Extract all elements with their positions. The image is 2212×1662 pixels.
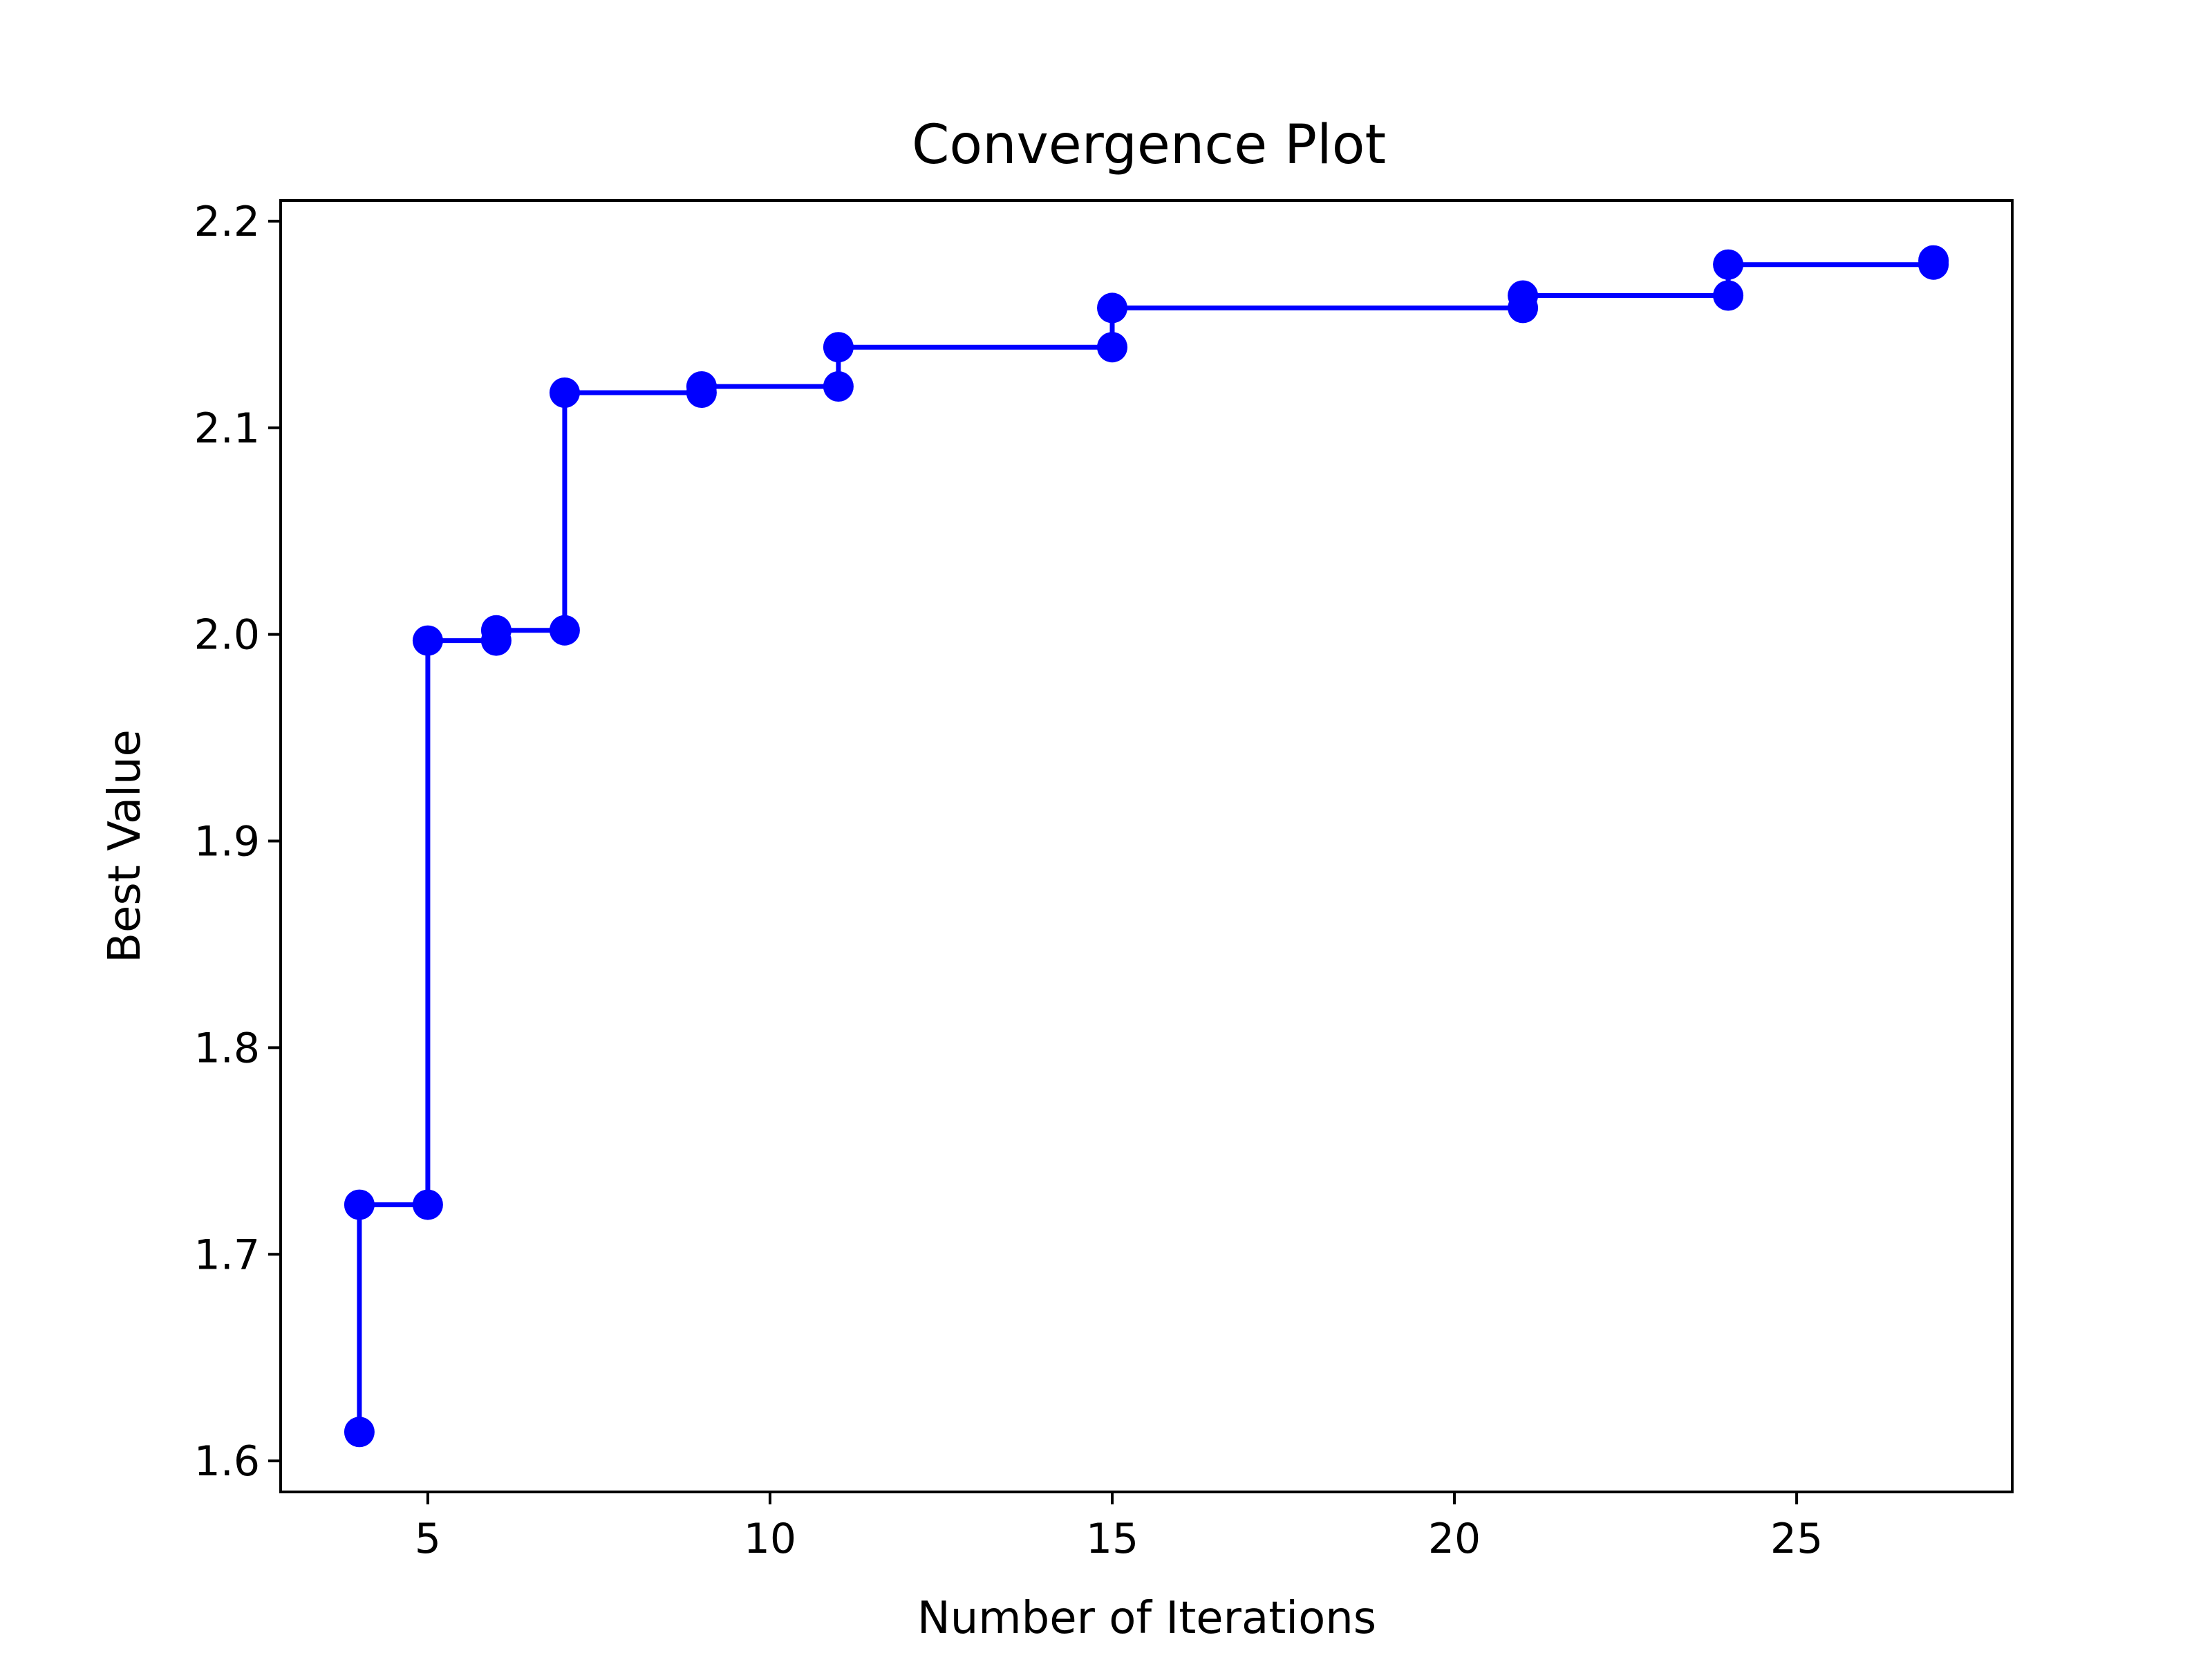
y-tick-label: 1.8 — [194, 1024, 260, 1072]
y-tick-label: 2.0 — [194, 611, 260, 660]
data-point — [823, 332, 854, 363]
chart-title: Convergence Plot — [912, 114, 1386, 176]
x-tick-label: 15 — [1086, 1515, 1138, 1563]
y-tick-label: 1.7 — [194, 1231, 260, 1279]
data-point — [686, 371, 717, 402]
y-tick-label: 1.6 — [194, 1437, 260, 1486]
x-tick-label: 20 — [1428, 1515, 1481, 1563]
x-tick-label: 5 — [415, 1515, 441, 1563]
data-point — [1508, 280, 1539, 311]
axis-layer: 5 10 15 20 25 1.6 1.7 1.8 1.9 2.0 2.1 2.2 — [194, 198, 1824, 1563]
data-point — [412, 625, 443, 656]
y-tick-label: 1.9 — [194, 818, 260, 866]
x-axis-label: Number of Iterations — [917, 1593, 1376, 1644]
y-axis-label: Best Value — [100, 729, 151, 963]
data-point — [1918, 245, 1949, 276]
data-point — [1097, 292, 1127, 324]
data-point — [823, 371, 854, 402]
plot-frame — [279, 199, 2014, 1493]
data-point — [549, 615, 580, 646]
data-point — [344, 1417, 375, 1448]
data-point — [1097, 332, 1127, 363]
data-point — [344, 1189, 375, 1220]
x-tick-label: 25 — [1770, 1515, 1823, 1563]
plot-data-layer — [344, 245, 1949, 1448]
x-tick-label: 10 — [744, 1515, 796, 1563]
data-point — [1713, 249, 1744, 280]
y-tick-label: 2.1 — [194, 404, 260, 453]
data-point — [1713, 280, 1744, 311]
data-point — [412, 1189, 443, 1220]
data-point — [549, 377, 580, 408]
y-tick-label: 2.2 — [194, 198, 260, 246]
data-point — [480, 615, 512, 646]
